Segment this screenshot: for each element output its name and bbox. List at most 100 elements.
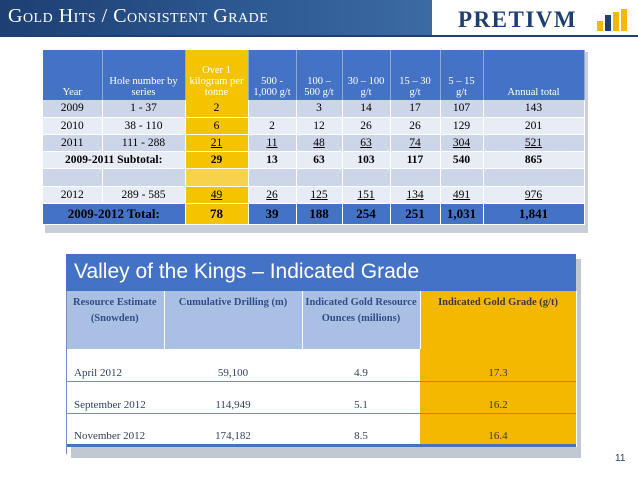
- table-row: 2011 111 - 288 21 11 48 63 74 304 521: [43, 134, 585, 152]
- logo-wordmark: PRETIVM: [458, 7, 578, 32]
- table-cell: November 2012: [66, 413, 164, 447]
- table-cell: 26: [390, 117, 441, 135]
- column-header-100-500: 100 – 500 g/t: [296, 50, 343, 100]
- table-cell: [248, 168, 297, 187]
- table-cell: 107: [440, 100, 484, 118]
- table-cell: 74: [390, 134, 441, 152]
- table-cell: 2012: [43, 186, 103, 204]
- table-cell: 29: [185, 151, 249, 169]
- column-header-resource-ounces: Indicated Gold Resource Ounces (millions…: [302, 291, 421, 349]
- table-cell: 304: [440, 134, 484, 152]
- table-cell: 14: [342, 100, 391, 118]
- column-header-5-15: 5 – 15 g/t: [440, 50, 484, 100]
- table-cell: 1,841: [483, 203, 585, 225]
- total-row: 2009-2012 Total: 78 39 188 254 251 1,031…: [43, 203, 585, 225]
- table-cell: [102, 168, 186, 187]
- table-row: 2010 38 - 110 6 2 12 26 26 129 201: [43, 117, 585, 135]
- table-cell: 188: [296, 203, 343, 225]
- table-cell: 174,182: [164, 413, 302, 447]
- table-cell: 17: [390, 100, 441, 118]
- table-cell: [248, 100, 297, 118]
- column-header-gold-grade: Indicated Gold Grade (g/t): [420, 291, 577, 349]
- slide-title: Gold Hits / Consistent Grade: [8, 5, 269, 27]
- column-header-over-1kg: Over 1 kilogram per tonne: [185, 50, 249, 100]
- table-cell: 251: [390, 203, 441, 225]
- table-cell: 12: [296, 117, 343, 135]
- column-header-15-30: 15 – 30 g/t: [390, 50, 441, 100]
- spacer-row: [43, 168, 585, 187]
- table-cell: [483, 168, 585, 187]
- table-cell: 134: [390, 186, 441, 204]
- table-cell: 143: [483, 100, 585, 118]
- table-cell: 4.9: [302, 349, 420, 382]
- table-cell: [43, 168, 103, 187]
- table-cell: 49: [185, 186, 249, 204]
- table-row: 2012 289 - 585 49 26 125 151 134 491 976: [43, 186, 585, 204]
- table-cell: [185, 168, 249, 187]
- table-cell: 1 - 37: [102, 100, 186, 118]
- table-cell: 13: [248, 151, 297, 169]
- column-header-cumulative-drilling: Cumulative Drilling (m): [164, 291, 303, 349]
- table-cell: 201: [483, 117, 585, 135]
- table-cell: 21: [185, 134, 249, 152]
- table-cell: 5.1: [302, 381, 420, 414]
- table-cell: 103: [342, 151, 391, 169]
- table-row: April 2012 59,100 4.9 17.3: [66, 349, 576, 382]
- table-cell: 2009: [43, 100, 103, 118]
- table-cell: 6: [185, 117, 249, 135]
- table-cell: 16.4: [420, 413, 576, 447]
- table-cell: 2010: [43, 117, 103, 135]
- table-cell: 117: [390, 151, 441, 169]
- table-row: November 2012 174,182 8.5 16.4: [66, 413, 576, 447]
- table-cell: [390, 168, 441, 187]
- grade-table-title: Valley of the Kings – Indicated Grade: [66, 254, 576, 291]
- table-cell: 8.5: [302, 413, 420, 447]
- table-header-row: Resource Estimate (Snowden) Cumulative D…: [66, 291, 577, 349]
- column-header-resource-estimate: Resource Estimate (Snowden): [66, 291, 165, 349]
- indicated-grade-table: Resource Estimate (Snowden) Cumulative D…: [66, 291, 577, 447]
- table-cell: 976: [483, 186, 585, 204]
- column-header-annual-total: Annual total: [483, 50, 585, 100]
- table-cell: 26: [342, 117, 391, 135]
- column-header-30-100: 30 – 100 g/t: [342, 50, 391, 100]
- table-cell: [296, 168, 343, 187]
- table-cell: 59,100: [164, 349, 302, 382]
- table-cell: 11: [248, 134, 297, 152]
- table-cell: 3: [296, 100, 343, 118]
- table-cell: 491: [440, 186, 484, 204]
- table-cell: 39: [248, 203, 297, 225]
- table-cell: 63: [342, 134, 391, 152]
- table-cell: 26: [248, 186, 297, 204]
- grade-table-left-border: [66, 291, 67, 454]
- table-cell: 129: [440, 117, 484, 135]
- page-number: 11: [615, 453, 626, 464]
- header-divider: [0, 35, 638, 37]
- table-cell: 16.2: [420, 381, 576, 414]
- table-cell: 114,949: [164, 381, 302, 414]
- table-cell: [440, 168, 484, 187]
- table-cell: 2: [248, 117, 297, 135]
- column-header-500-1000: 500 - 1,000 g/t: [248, 50, 297, 100]
- gold-bars-icon: [597, 9, 627, 31]
- table-cell: 111 - 288: [102, 134, 186, 152]
- table-cell: 48: [296, 134, 343, 152]
- table-cell: 1,031: [440, 203, 484, 225]
- table-cell: 2009-2012 Total:: [43, 203, 186, 225]
- table-row: 2009 1 - 37 2 3 14 17 107 143: [43, 100, 585, 118]
- subtotal-row: 2009-2011 Subtotal: 29 13 63 103 117 540…: [43, 151, 585, 169]
- table-cell: 38 - 110: [102, 117, 186, 135]
- table-cell: April 2012: [66, 349, 164, 382]
- title-banner: Gold Hits / Consistent Grade: [0, 0, 432, 35]
- table-cell: 151: [342, 186, 391, 204]
- table-cell: 865: [483, 151, 585, 169]
- table-cell: 125: [296, 186, 343, 204]
- table-cell: 2: [185, 100, 249, 118]
- table-cell: 2009-2011 Subtotal:: [43, 151, 186, 169]
- table-cell: 521: [483, 134, 585, 152]
- table-cell: 254: [342, 203, 391, 225]
- table-cell: [342, 168, 391, 187]
- drill-results-table: Year Hole number by series Over 1 kilogr…: [43, 50, 585, 225]
- table-cell: 78: [185, 203, 249, 225]
- table-cell: 2011: [43, 134, 103, 152]
- table-cell: 63: [296, 151, 343, 169]
